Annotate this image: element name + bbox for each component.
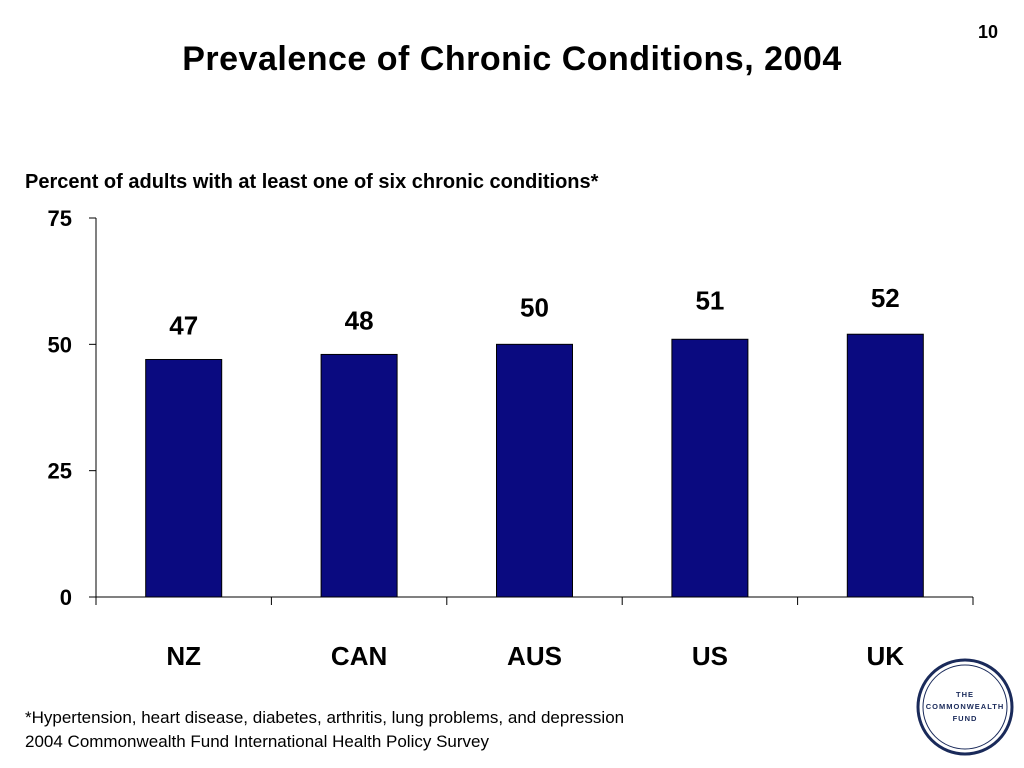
x-tick-label: AUS [507, 641, 562, 671]
logo-text-line-1: THE [956, 690, 974, 699]
data-label: 51 [695, 285, 724, 315]
logo-text-line-3: FUND [953, 714, 978, 723]
footnote-conditions: *Hypertension, heart disease, diabetes, … [25, 708, 625, 727]
x-tick-label: NZ [166, 641, 201, 671]
bar [846, 333, 924, 598]
x-tick-label: US [692, 641, 728, 671]
y-tick-label: 0 [60, 585, 72, 610]
x-tick-label: UK [867, 641, 905, 671]
slide-number: 10 [977, 22, 998, 42]
x-tick-label: CAN [331, 641, 387, 671]
bar [145, 358, 223, 598]
data-label: 47 [169, 310, 198, 340]
footnote: *Hypertension, heart disease, diabetes, … [25, 706, 624, 754]
bar [496, 343, 573, 598]
bar [320, 353, 398, 598]
data-label: 52 [871, 283, 900, 313]
data-label: 48 [345, 305, 374, 335]
logo-text-line-2: COMMONWEALTH [926, 702, 1005, 711]
y-tick-label: 75 [48, 206, 72, 231]
commonwealth-fund-logo: THE COMMONWEALTH FUND [916, 658, 1014, 756]
bar [671, 338, 749, 598]
y-tick-label: 25 [48, 459, 72, 484]
y-tick-label: 50 [48, 332, 72, 357]
chart-subtitle: Percent of adults with at least one of s… [25, 171, 599, 193]
data-label: 50 [520, 292, 549, 322]
bar-chart: 0 25 50 75 47 NZ 48 CAN 50 AUS 51 US 52 UK [48, 206, 974, 671]
footnote-source: 2004 Commonwealth Fund International Hea… [25, 732, 489, 751]
chart-title: Prevalence of Chronic Conditions, 2004 [182, 40, 842, 78]
